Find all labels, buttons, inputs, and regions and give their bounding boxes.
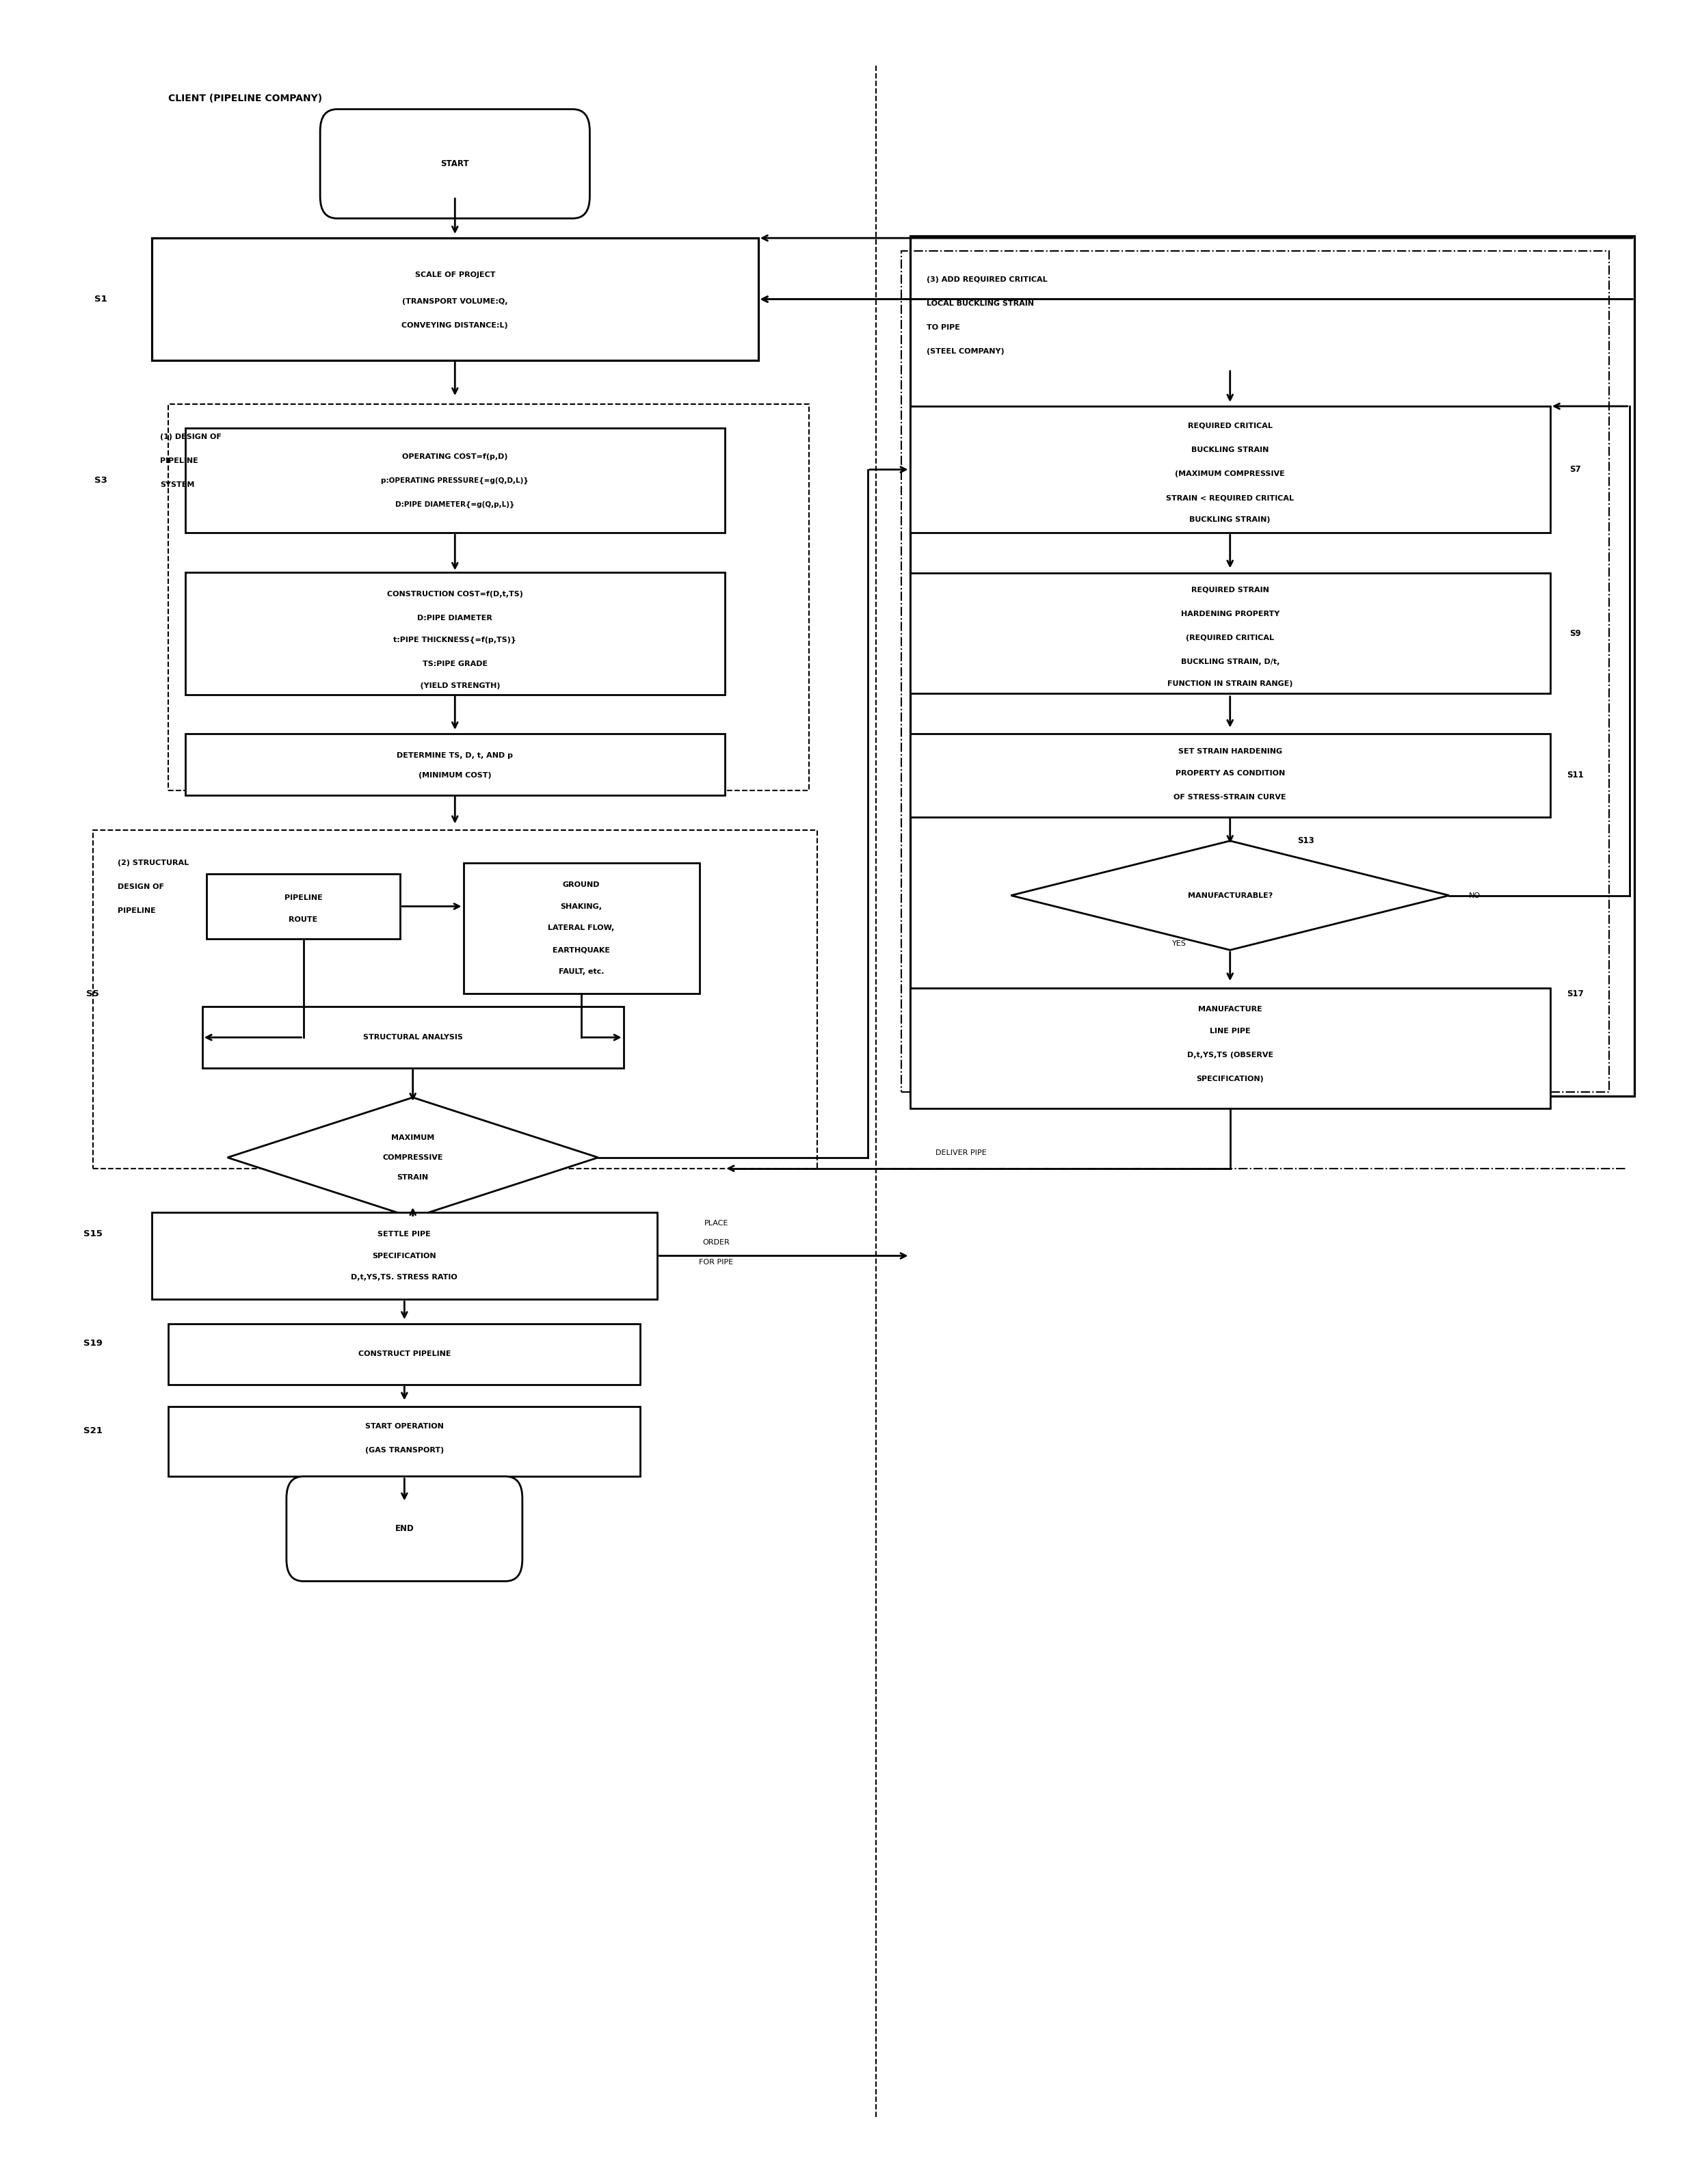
Text: SPECIFICATION: SPECIFICATION — [372, 1251, 436, 1260]
Text: p:OPERATING PRESSURE{=g(Q,D,L)}: p:OPERATING PRESSURE{=g(Q,D,L)} — [381, 476, 529, 485]
FancyBboxPatch shape — [185, 428, 725, 533]
Text: S21: S21 — [83, 1426, 103, 1435]
Text: MANUFACTURABLE?: MANUFACTURABLE? — [1188, 891, 1272, 900]
Text: FOR PIPE: FOR PIPE — [699, 1258, 733, 1267]
Text: DETERMINE TS, D, t, AND p: DETERMINE TS, D, t, AND p — [398, 751, 512, 760]
Polygon shape — [1011, 841, 1449, 950]
Text: COMPRESSIVE: COMPRESSIVE — [382, 1153, 443, 1162]
Text: LOCAL BUCKLING STRAIN: LOCAL BUCKLING STRAIN — [927, 299, 1035, 308]
Text: LINE PIPE: LINE PIPE — [1210, 1026, 1250, 1035]
Text: (YIELD STRENGTH): (YIELD STRENGTH) — [409, 681, 500, 690]
FancyBboxPatch shape — [320, 109, 590, 218]
Text: EARTHQUAKE: EARTHQUAKE — [553, 946, 610, 954]
Text: OPERATING COST=f(p,D): OPERATING COST=f(p,D) — [403, 452, 507, 461]
Text: LATERAL FLOW,: LATERAL FLOW, — [548, 924, 615, 933]
Text: SCALE OF PROJECT: SCALE OF PROJECT — [415, 271, 495, 280]
Text: YES: YES — [1173, 939, 1186, 948]
Text: D,t,YS,TS (OBSERVE: D,t,YS,TS (OBSERVE — [1186, 1051, 1274, 1059]
Text: END: END — [394, 1524, 415, 1533]
Text: STRAIN: STRAIN — [398, 1173, 428, 1182]
Text: GROUND: GROUND — [563, 880, 600, 889]
Text: MANUFACTURE: MANUFACTURE — [1198, 1005, 1262, 1013]
Text: D,t,YS,TS. STRESS RATIO: D,t,YS,TS. STRESS RATIO — [350, 1273, 458, 1282]
Text: (3) ADD REQUIRED CRITICAL: (3) ADD REQUIRED CRITICAL — [927, 275, 1048, 284]
Text: STRUCTURAL ANALYSIS: STRUCTURAL ANALYSIS — [362, 1033, 463, 1042]
Text: NO: NO — [1469, 891, 1479, 900]
Text: BUCKLING STRAIN): BUCKLING STRAIN) — [1190, 515, 1270, 524]
Text: S19: S19 — [83, 1339, 103, 1348]
Text: (2) STRUCTURAL: (2) STRUCTURAL — [118, 858, 189, 867]
FancyBboxPatch shape — [910, 572, 1550, 695]
Text: REQUIRED STRAIN: REQUIRED STRAIN — [1191, 585, 1269, 594]
Text: PIPELINE: PIPELINE — [160, 456, 199, 465]
FancyBboxPatch shape — [152, 1212, 657, 1299]
Text: PROPERTY AS CONDITION: PROPERTY AS CONDITION — [1174, 769, 1286, 778]
FancyBboxPatch shape — [185, 734, 725, 795]
Text: DESIGN OF: DESIGN OF — [118, 882, 165, 891]
Text: START: START — [441, 159, 468, 168]
Text: BUCKLING STRAIN, D/t,: BUCKLING STRAIN, D/t, — [1181, 657, 1279, 666]
Text: START OPERATION: START OPERATION — [366, 1422, 443, 1431]
Text: SET STRAIN HARDENING: SET STRAIN HARDENING — [1178, 747, 1282, 756]
Text: (STEEL COMPANY): (STEEL COMPANY) — [927, 347, 1004, 356]
Text: SPECIFICATION): SPECIFICATION) — [1196, 1075, 1264, 1083]
FancyBboxPatch shape — [207, 874, 401, 939]
Text: S1: S1 — [94, 295, 108, 304]
Text: (TRANSPORT VOLUME:Q,: (TRANSPORT VOLUME:Q, — [403, 297, 507, 306]
Text: S15: S15 — [83, 1230, 103, 1238]
Text: TS:PIPE GRADE: TS:PIPE GRADE — [423, 660, 487, 668]
Text: CLIENT (PIPELINE COMPANY): CLIENT (PIPELINE COMPANY) — [168, 94, 322, 103]
Text: ORDER: ORDER — [703, 1238, 730, 1247]
Text: REQUIRED CRITICAL: REQUIRED CRITICAL — [1188, 422, 1272, 430]
Text: HARDENING PROPERTY: HARDENING PROPERTY — [1181, 609, 1279, 618]
Text: ROUTE: ROUTE — [288, 915, 318, 924]
Text: S11: S11 — [1567, 771, 1584, 780]
Text: MAXIMUM: MAXIMUM — [391, 1133, 435, 1142]
Text: SYSTEM: SYSTEM — [160, 480, 194, 489]
Text: D:PIPE DIAMETER{=g(Q,p,L)}: D:PIPE DIAMETER{=g(Q,p,L)} — [396, 500, 514, 509]
Text: PIPELINE: PIPELINE — [285, 893, 322, 902]
Text: D:PIPE DIAMETER: D:PIPE DIAMETER — [418, 614, 492, 622]
Text: SETTLE PIPE: SETTLE PIPE — [377, 1230, 431, 1238]
Text: S9: S9 — [1570, 629, 1581, 638]
Text: BUCKLING STRAIN: BUCKLING STRAIN — [1191, 446, 1269, 454]
Text: S17: S17 — [1567, 989, 1584, 998]
Text: S3: S3 — [94, 476, 108, 485]
Text: (MINIMUM COST): (MINIMUM COST) — [418, 771, 492, 780]
Polygon shape — [227, 1096, 598, 1219]
FancyBboxPatch shape — [168, 1406, 640, 1476]
Text: S7: S7 — [1570, 465, 1581, 474]
Text: CONSTRUCT PIPELINE: CONSTRUCT PIPELINE — [359, 1350, 450, 1358]
Text: S13: S13 — [1297, 836, 1314, 845]
FancyBboxPatch shape — [910, 987, 1550, 1109]
Text: PLACE: PLACE — [704, 1219, 728, 1227]
Text: CONSTRUCTION COST=f(D,t,TS): CONSTRUCTION COST=f(D,t,TS) — [388, 590, 522, 598]
Text: DELIVER PIPE: DELIVER PIPE — [935, 1149, 986, 1158]
Text: S5: S5 — [86, 989, 99, 998]
FancyBboxPatch shape — [910, 406, 1550, 533]
FancyBboxPatch shape — [152, 238, 758, 360]
Text: (1) DESIGN OF: (1) DESIGN OF — [160, 432, 221, 441]
Text: SHAKING,: SHAKING, — [561, 902, 602, 911]
Text: CONVEYING DISTANCE:L): CONVEYING DISTANCE:L) — [401, 321, 509, 330]
FancyBboxPatch shape — [168, 1324, 640, 1385]
Text: FAULT, etc.: FAULT, etc. — [559, 968, 603, 976]
Text: PIPELINE: PIPELINE — [118, 906, 157, 915]
FancyBboxPatch shape — [286, 1476, 522, 1581]
FancyBboxPatch shape — [202, 1007, 623, 1068]
FancyBboxPatch shape — [185, 572, 725, 695]
Text: OF STRESS-STRAIN CURVE: OF STRESS-STRAIN CURVE — [1174, 793, 1286, 802]
FancyBboxPatch shape — [463, 863, 699, 994]
Text: FUNCTION IN STRAIN RANGE): FUNCTION IN STRAIN RANGE) — [1168, 679, 1292, 688]
Text: (GAS TRANSPORT): (GAS TRANSPORT) — [366, 1446, 443, 1455]
Text: t:PIPE THICKNESS{=f(p,TS)}: t:PIPE THICKNESS{=f(p,TS)} — [393, 636, 517, 644]
FancyBboxPatch shape — [910, 236, 1634, 1096]
Text: STRAIN < REQUIRED CRITICAL: STRAIN < REQUIRED CRITICAL — [1166, 494, 1294, 502]
Text: (REQUIRED CRITICAL: (REQUIRED CRITICAL — [1186, 633, 1274, 642]
Text: (MAXIMUM COMPRESSIVE: (MAXIMUM COMPRESSIVE — [1174, 470, 1286, 478]
FancyBboxPatch shape — [910, 734, 1550, 817]
Text: TO PIPE: TO PIPE — [927, 323, 960, 332]
